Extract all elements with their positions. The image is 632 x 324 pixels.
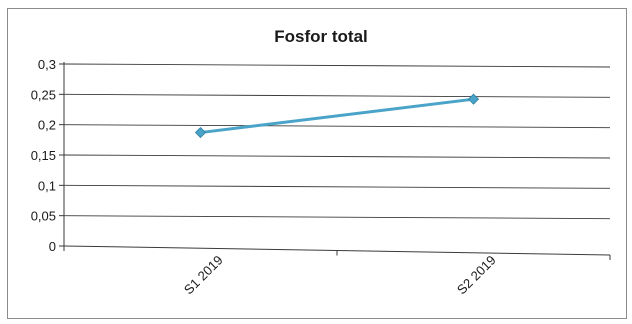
gridline	[63, 154, 611, 159]
chart-title: Fosfor total	[274, 27, 368, 46]
y-tick-label: 0,3	[38, 57, 56, 72]
axes	[63, 62, 611, 256]
series-line	[200, 97, 474, 135]
y-axis-ticks: 0 0,05 0,1 0,15 0,2 0,25 0,3	[31, 57, 64, 254]
gridline	[63, 184, 611, 189]
gridline	[63, 124, 611, 129]
gridline	[63, 215, 611, 220]
y-tick-label: 0,15	[31, 148, 56, 163]
series-layer	[194, 93, 480, 139]
data-point	[467, 93, 480, 105]
y-tick-label: 0,2	[38, 118, 56, 133]
x-tick-label: S1 2019	[181, 252, 226, 297]
y-tick-label: 0	[49, 239, 56, 254]
gridlines	[63, 63, 611, 220]
y-tick-label: 0,1	[38, 178, 56, 193]
y-tick-label: 0,05	[31, 209, 56, 224]
data-point	[194, 126, 207, 139]
y-tick-label: 0,25	[31, 87, 56, 102]
gridline	[63, 63, 611, 68]
x-tick-label: S2 2019	[454, 252, 499, 297]
chart-frame	[7, 8, 627, 319]
gridline	[63, 93, 611, 98]
